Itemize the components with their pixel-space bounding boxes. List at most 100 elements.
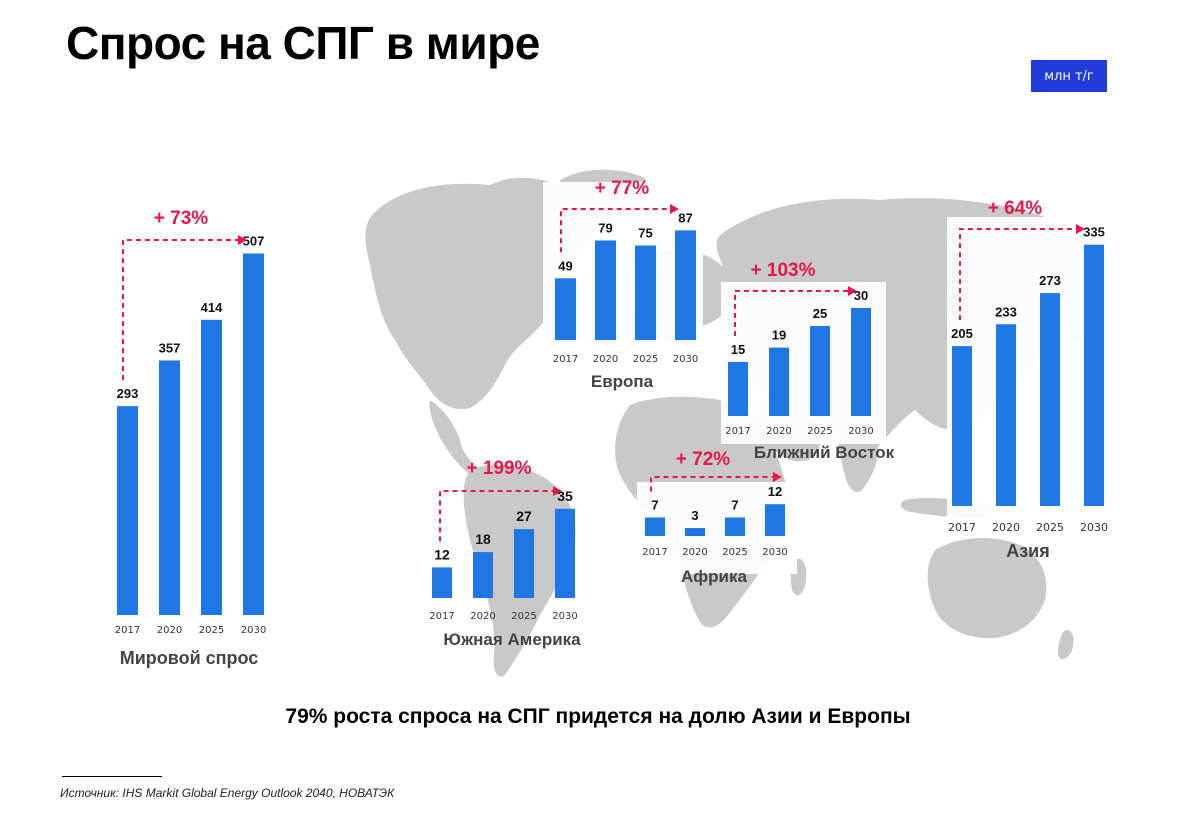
tick-label: 2025 — [199, 625, 224, 636]
source-divider — [62, 776, 162, 777]
chart-title: Азия — [1006, 541, 1050, 561]
chart-bar — [675, 230, 696, 340]
data-label: 27 — [516, 508, 532, 524]
tick-label: 2020 — [992, 521, 1020, 534]
data-label: 3 — [691, 508, 698, 523]
chart-panel: 49 2017 79 2020 75 2025 87 2030 + 77% Европа — [543, 178, 703, 395]
chart-panel: 12 2017 18 2020 27 2025 35 2030 + 199% Южная Амер… — [429, 458, 581, 649]
tick-label: 2025 — [511, 611, 536, 622]
tick-label: 2025 — [807, 426, 832, 437]
tick-label: 2017 — [725, 426, 750, 437]
tick-label: 2030 — [762, 547, 787, 558]
chart-bar — [645, 517, 665, 536]
data-label: 357 — [159, 340, 181, 355]
tick-label: 2017 — [948, 521, 976, 534]
growth-arrow-head — [1076, 224, 1085, 234]
tick-label: 2025 — [1036, 521, 1064, 534]
data-label: 12 — [768, 484, 782, 499]
tick-label: 2020 — [682, 547, 707, 558]
north-america-shape — [365, 177, 593, 410]
tick-label: 2017 — [642, 547, 667, 558]
data-label: 30 — [854, 288, 868, 303]
growth-label: + 199% — [467, 458, 532, 479]
tick-label: 2025 — [633, 354, 658, 365]
tick-label: 2017 — [553, 354, 578, 365]
growth-arrow-line — [650, 476, 773, 492]
chart-bar — [555, 508, 575, 598]
chart-panel: 7 2017 3 2020 7 2025 12 2030 + 72% Африка — [637, 449, 797, 586]
data-label: 49 — [558, 258, 572, 273]
chart-bar — [1084, 244, 1104, 506]
tick-label: 2030 — [241, 625, 266, 636]
data-label: 79 — [598, 220, 612, 235]
tick-label: 2030 — [673, 354, 698, 365]
growth-arrow-head — [773, 472, 782, 482]
growth-label: + 77% — [595, 178, 650, 199]
tick-label: 2017 — [115, 625, 140, 636]
chart-bar — [769, 347, 789, 416]
data-label: 233 — [995, 304, 1017, 319]
data-label: 7 — [731, 497, 738, 512]
growth-label: + 72% — [676, 449, 731, 470]
chart-bar — [159, 360, 180, 615]
unit-badge: млн т/г — [1031, 60, 1107, 92]
chart-bar — [810, 326, 830, 416]
chart-bar — [514, 529, 534, 598]
tick-label: 2025 — [722, 547, 747, 558]
data-label: 19 — [772, 328, 786, 343]
growth-arrow-head — [238, 235, 247, 245]
chart-title: Южная Америка — [443, 630, 581, 649]
data-label: 18 — [475, 531, 491, 547]
chart-bar — [728, 362, 748, 416]
page-title: Спрос на СПГ в мире — [66, 17, 540, 69]
chart-bar — [555, 278, 576, 340]
chart-bar — [996, 324, 1016, 506]
chart-panel: 15 2017 19 2020 25 2025 30 2030 + 103% Ближний Во… — [721, 260, 895, 462]
chart-bar — [851, 308, 871, 416]
data-label: 12 — [434, 546, 450, 562]
chart-bar — [765, 504, 785, 536]
tick-label: 2030 — [1080, 521, 1108, 534]
data-label: 273 — [1039, 273, 1061, 288]
tick-label: 2020 — [766, 426, 791, 437]
growth-label: + 73% — [154, 208, 209, 229]
chart-panel: 205 2017 233 2020 273 2025 335 2030 + 64% Азия — [947, 198, 1108, 561]
growth-arrow-line — [734, 290, 848, 336]
chart-bar — [952, 346, 972, 506]
tick-label: 2017 — [429, 611, 454, 622]
chart-title: Мировой спрос — [120, 648, 259, 668]
australia-shape — [927, 538, 1047, 639]
chart-bar — [473, 552, 493, 598]
central-america-shape — [429, 400, 480, 476]
data-label: 414 — [201, 300, 223, 315]
new-zealand-shape — [1058, 629, 1074, 660]
data-label: 87 — [678, 210, 692, 225]
growth-arrow-line — [959, 228, 1076, 321]
data-label: 205 — [951, 326, 973, 341]
data-label: 7 — [651, 497, 658, 512]
growth-label: + 103% — [751, 260, 816, 281]
source-note: Источник: IHS Markit Global Energy Outlo… — [60, 786, 395, 800]
growth-arrow-head — [553, 486, 562, 496]
chart-bar — [432, 567, 452, 598]
chart-bar — [201, 319, 222, 615]
chart-panel: 293 2017 357 2020 414 2025 507 2030 + 73% Мировой… — [115, 208, 266, 668]
summary-subtitle: 79% роста спроса на СПГ придется на долю… — [285, 705, 911, 728]
tick-label: 2020 — [593, 354, 618, 365]
chart-bar — [635, 245, 656, 340]
chart-bar — [117, 406, 138, 615]
growth-arrow-line — [122, 239, 238, 381]
chart-title: Европа — [591, 372, 654, 391]
data-label: 293 — [117, 386, 139, 401]
chart-bar — [725, 517, 745, 536]
chart-title: Африка — [681, 567, 747, 586]
growth-arrow-head — [848, 286, 857, 296]
growth-label: + 64% — [988, 198, 1043, 219]
tick-label: 2030 — [552, 611, 577, 622]
tick-label: 2030 — [848, 426, 873, 437]
data-label: 75 — [638, 226, 652, 241]
chart-bar — [243, 253, 264, 615]
chart-bar — [1040, 293, 1060, 506]
tick-label: 2020 — [470, 611, 495, 622]
